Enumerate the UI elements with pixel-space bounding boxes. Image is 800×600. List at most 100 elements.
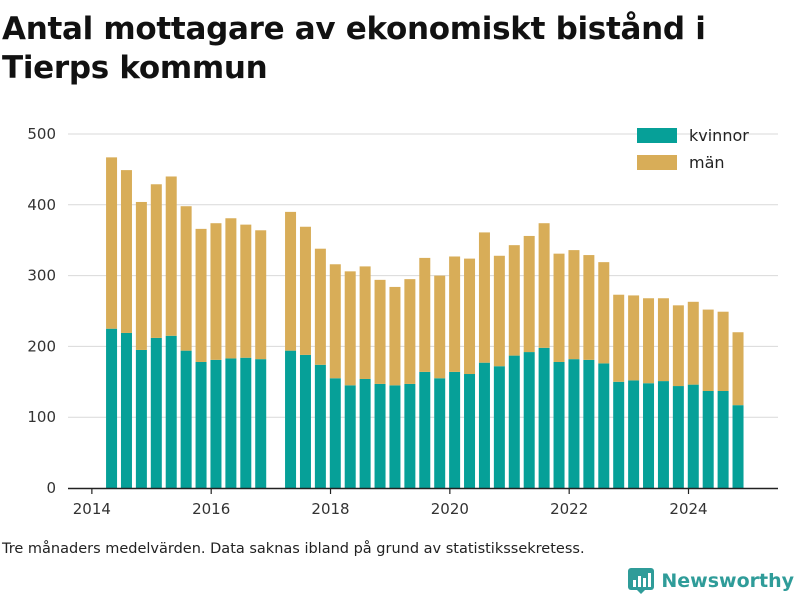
bar-man: [493, 255, 505, 367]
bar-kvinnor: [717, 391, 729, 488]
bar-kvinnor: [225, 358, 237, 488]
bar-man: [120, 170, 132, 333]
bar-group: [478, 232, 490, 488]
bar-man: [344, 271, 356, 386]
bar-man: [299, 226, 311, 355]
bar-kvinnor: [508, 355, 520, 488]
x-tick-label: 2016: [192, 500, 230, 518]
bar-kvinnor: [299, 354, 311, 488]
bar-group: [419, 257, 431, 488]
bar-kvinnor: [434, 378, 446, 488]
bar-group: [210, 223, 222, 488]
bar-kvinnor: [255, 359, 267, 488]
bar-group: [344, 271, 356, 488]
bar-man: [210, 223, 222, 360]
bar-group: [598, 262, 610, 488]
bar-group: [553, 253, 565, 488]
x-tick-label: 2014: [73, 500, 111, 518]
y-tick-label: 300: [27, 267, 56, 285]
bar-group: [240, 224, 252, 488]
bar-kvinnor: [240, 357, 252, 488]
bars: [106, 157, 744, 488]
bar-kvinnor: [613, 381, 625, 488]
bar-man: [195, 228, 207, 362]
bar-group: [643, 298, 655, 488]
bar-man: [508, 245, 520, 356]
bar-kvinnor: [523, 352, 535, 488]
bar-man: [732, 332, 744, 406]
bar-group: [404, 279, 416, 488]
y-tick-label: 0: [46, 479, 56, 497]
bar-kvinnor: [672, 386, 684, 488]
bar-man: [523, 235, 535, 353]
bar-group: [150, 184, 162, 488]
bar-group: [180, 206, 192, 488]
bar-group: [255, 230, 267, 488]
x-tick-label: 2018: [311, 500, 349, 518]
bar-group: [165, 176, 177, 488]
x-axis-ticks: 2014 2016 2018 2020 2022 2024: [73, 488, 708, 518]
bar-man: [643, 298, 655, 384]
bar-group: [135, 201, 147, 488]
bar-man: [150, 184, 162, 338]
legend-swatch-man: [637, 155, 677, 170]
bar-man: [314, 248, 326, 365]
x-tick-label: 2022: [550, 500, 588, 518]
bar-kvinnor: [628, 380, 640, 488]
footnote: Tre månaders medelvärden. Data saknas ib…: [2, 541, 585, 557]
bar-group: [389, 286, 401, 488]
y-tick-label: 500: [27, 125, 56, 143]
bar-man: [374, 279, 386, 384]
newsworthy-logo-icon: [628, 568, 655, 594]
bar-man: [628, 295, 640, 381]
bar-kvinnor: [135, 349, 147, 488]
bar-man: [180, 206, 192, 351]
bar-group: [687, 301, 699, 488]
bar-kvinnor: [120, 332, 132, 488]
bar-group: [374, 279, 386, 488]
bar-man: [404, 279, 416, 384]
bar-man: [285, 211, 297, 351]
bar-man: [389, 286, 401, 386]
bar-group: [613, 294, 625, 488]
chart-title: Antal mottagare av ekonomiskt bistånd i …: [2, 11, 706, 86]
bar-man: [419, 257, 431, 372]
bar-group: [195, 228, 207, 488]
bar-group: [523, 235, 535, 488]
bar-group: [434, 275, 446, 488]
legend: kvinnor män: [637, 126, 749, 172]
bar-kvinnor: [165, 335, 177, 488]
bar-kvinnor: [732, 405, 744, 488]
bar-man: [717, 311, 729, 392]
bar-kvinnor: [150, 337, 162, 488]
bar-kvinnor: [344, 385, 356, 488]
bar-man: [106, 157, 118, 329]
bar-kvinnor: [643, 383, 655, 488]
bar-man: [464, 258, 476, 375]
bar-kvinnor: [478, 362, 490, 488]
bar-group: [464, 258, 476, 488]
bar-group: [225, 218, 237, 488]
y-tick-label: 200: [27, 337, 56, 355]
bar-man: [598, 262, 610, 364]
bar-group: [359, 266, 371, 488]
bar-man: [329, 264, 341, 379]
brand-name: Newsworthy: [661, 570, 794, 592]
bar-group: [732, 332, 744, 488]
bar-kvinnor: [359, 378, 371, 488]
bar-kvinnor: [464, 374, 476, 488]
bar-group: [329, 264, 341, 488]
bar-kvinnor: [419, 371, 431, 488]
bar-group: [106, 157, 118, 488]
bar-man: [225, 218, 237, 359]
bar-kvinnor: [493, 366, 505, 488]
bar-group: [717, 311, 729, 488]
bar-group: [538, 223, 550, 488]
bar-kvinnor: [568, 359, 580, 488]
bar-kvinnor: [180, 350, 192, 488]
bar-man: [538, 223, 550, 348]
bar-man: [135, 201, 147, 350]
bar-kvinnor: [583, 359, 595, 488]
bar-kvinnor: [553, 361, 565, 488]
